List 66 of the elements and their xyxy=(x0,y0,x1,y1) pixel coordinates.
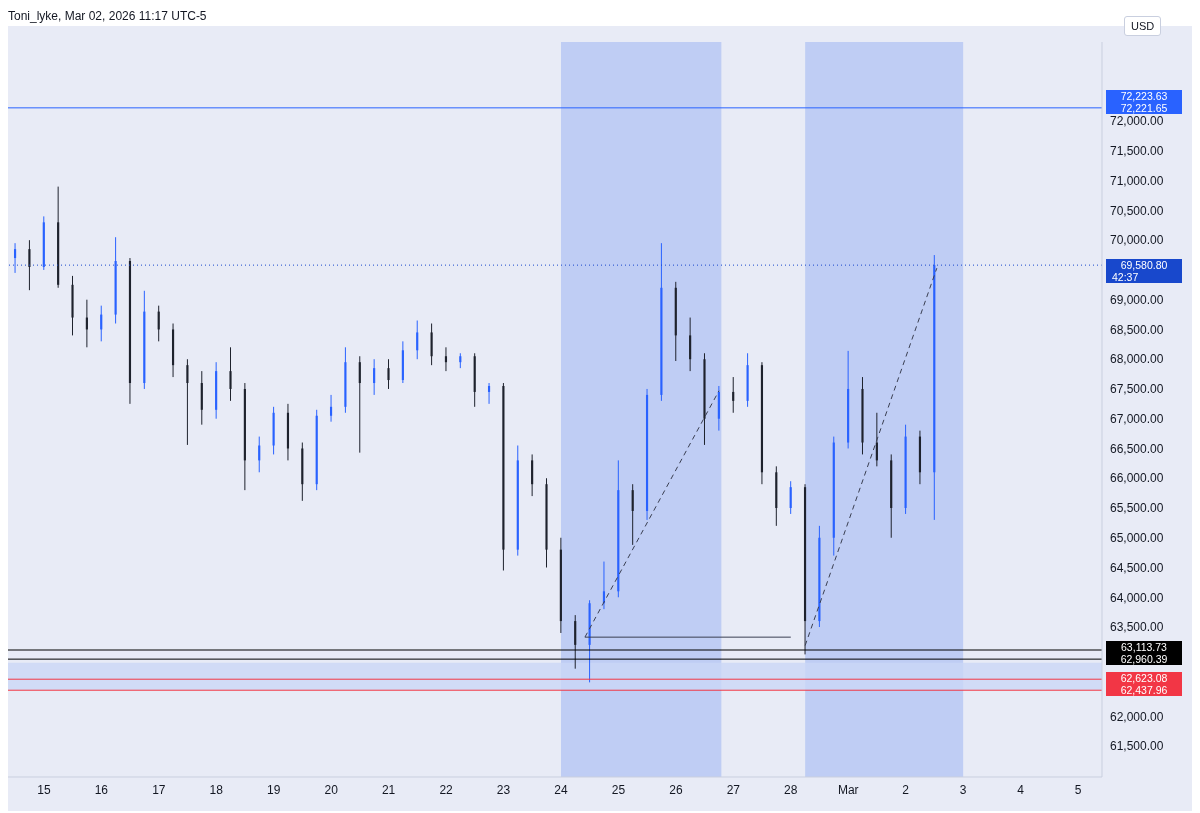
x-tick-label: 20 xyxy=(324,782,339,797)
x-tick-label: 28 xyxy=(784,782,798,797)
candlestick xyxy=(574,614,577,670)
y-tick-label: 66,000.00 xyxy=(1110,471,1164,486)
y-tick-label: 70,000.00 xyxy=(1110,233,1164,248)
candlestick xyxy=(430,323,433,366)
candlestick xyxy=(732,376,735,414)
x-tick-label: 4 xyxy=(1017,782,1025,797)
candlestick xyxy=(329,394,333,423)
chart-title: Toni_lyke, Mar 02, 2026 11:17 UTC-5 xyxy=(8,9,207,23)
y-tick-label: 71,500.00 xyxy=(1110,144,1164,159)
x-tick-label: 2 xyxy=(902,782,910,797)
y-tick-label: 62,000.00 xyxy=(1110,709,1164,724)
text: 72,221.65 xyxy=(1120,101,1168,114)
candlestick xyxy=(358,355,361,454)
ref-line-label: 62,437.96 xyxy=(1120,684,1168,697)
x-tick-label: 18 xyxy=(209,782,224,797)
x-tick-label: 17 xyxy=(152,782,166,797)
candlestick xyxy=(186,358,189,446)
x-tick-label: 16 xyxy=(94,782,109,797)
y-tick-label: 61,500.00 xyxy=(1110,739,1164,754)
candlestick xyxy=(387,358,390,390)
y-tick-label: 67,000.00 xyxy=(1110,411,1164,426)
y-tick-label: 66,500.00 xyxy=(1110,441,1164,456)
x-tick-label: 24 xyxy=(554,782,568,797)
x-tick-label: 21 xyxy=(381,782,396,797)
y-tick-label: 68,000.00 xyxy=(1110,352,1164,367)
candlestick xyxy=(689,317,692,372)
candlestick xyxy=(444,346,448,372)
candlestick xyxy=(416,320,419,360)
y-axis-title: USD xyxy=(1124,16,1162,36)
x-tick-label: 3 xyxy=(959,782,967,797)
y-tick-label: 68,500.00 xyxy=(1110,322,1164,337)
candlestick xyxy=(373,358,376,396)
text: 42:37 xyxy=(1111,271,1139,284)
x-tick-label: 27 xyxy=(726,782,741,797)
candlestick xyxy=(229,346,232,402)
y-tick-label: 65,500.00 xyxy=(1110,501,1164,516)
x-tick-label: Mar xyxy=(837,782,859,797)
x-tick-label: 5 xyxy=(1074,782,1082,797)
ref-line-label: 62,960.39 xyxy=(1120,653,1168,666)
x-tick-label: 23 xyxy=(496,782,511,797)
y-tick-label: 64,500.00 xyxy=(1110,560,1164,575)
candlestick xyxy=(531,453,534,497)
y-tick-label: 72,000.00 xyxy=(1110,114,1164,129)
x-tick-label: 15 xyxy=(37,782,51,797)
x-tick-label: 25 xyxy=(611,782,626,797)
y-tick-label: 64,000.00 xyxy=(1110,590,1164,605)
x-tick-label: 26 xyxy=(669,782,683,797)
ref-line-label: 72,223.63 xyxy=(1120,89,1168,102)
y-tick-label: 70,500.00 xyxy=(1110,203,1164,218)
y-tick-label: 63,500.00 xyxy=(1110,620,1164,635)
y-tick-label: 67,500.00 xyxy=(1110,382,1164,397)
y-tick-label: 71,000.00 xyxy=(1110,173,1164,188)
ref-line-label: 63,113.73 xyxy=(1121,641,1167,654)
candlestick xyxy=(28,239,31,291)
y-tick-label: 65,000.00 xyxy=(1110,531,1164,546)
candlestick xyxy=(631,483,634,546)
y-tick-label: 69,000.00 xyxy=(1110,292,1164,307)
candlestick xyxy=(487,382,491,405)
candlestick xyxy=(789,480,792,515)
x-tick-label: 19 xyxy=(267,782,281,797)
ref-line-label: 69,580.80 xyxy=(1120,259,1168,272)
candlestick xyxy=(13,242,17,274)
x-tick-label: 22 xyxy=(439,782,454,797)
ref-line-label: 62,623.08 xyxy=(1120,672,1168,685)
